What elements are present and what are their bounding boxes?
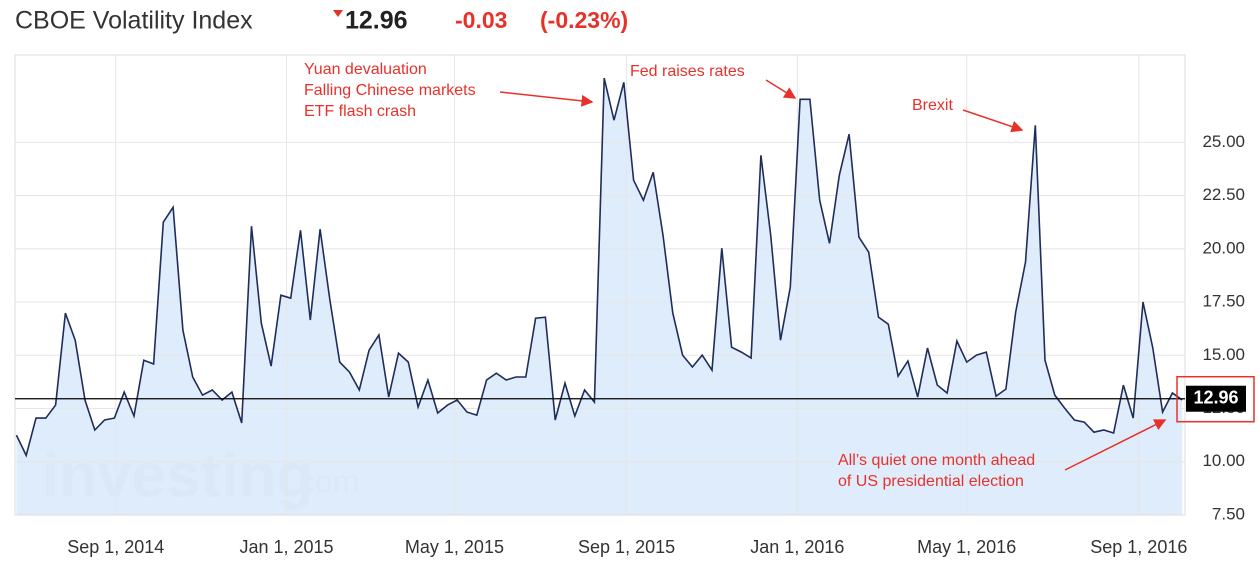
annotation-arrow <box>499 91 594 107</box>
value-tag-label: 12.96 <box>1193 387 1238 407</box>
x-tick-label: Jan 1, 2016 <box>750 537 844 557</box>
y-tick-label: 10.00 <box>1202 451 1245 470</box>
down-arrow <box>333 10 343 17</box>
y-tick-label: 22.50 <box>1202 185 1245 204</box>
annotation: All’s quiet one month ahead <box>838 452 1035 469</box>
annotation: Yuan devaluation <box>304 61 427 78</box>
price: 12.96 <box>345 7 408 35</box>
y-tick-label: 20.00 <box>1202 238 1245 257</box>
plot-border <box>14 54 1186 516</box>
x-tick-label: Sep 1, 2016 <box>1090 537 1187 557</box>
annotation-arrow <box>962 109 1024 133</box>
highlight-box <box>1176 375 1255 423</box>
line <box>15 78 1183 458</box>
annotation: Brexit <box>912 97 953 114</box>
y-tick-label: 15.00 <box>1202 345 1245 364</box>
annotation: of US presidential election <box>838 473 1024 490</box>
area-fill <box>16 78 1183 515</box>
annotation: Falling Chinese markets <box>304 82 476 99</box>
x-tick-label: May 1, 2016 <box>917 537 1016 557</box>
x-tick-label: Sep 1, 2015 <box>578 537 675 557</box>
y-tick-label: 17.50 <box>1202 292 1245 311</box>
change-pct: (-0.23%) <box>540 7 628 33</box>
annotation: ETF flash crash <box>304 103 416 120</box>
value-tag <box>1186 385 1246 412</box>
y-tick-label: 25.00 <box>1202 132 1245 151</box>
y-tick-label: 7.50 <box>1212 504 1245 523</box>
annotation-arrow <box>765 79 797 99</box>
annotation: Fed raises rates <box>630 63 745 80</box>
x-tick-label: Jan 1, 2015 <box>239 537 333 557</box>
x-tick-label: Sep 1, 2014 <box>67 537 164 557</box>
title: CBOE Volatility Index <box>15 7 253 35</box>
annotation-arrow <box>1064 419 1167 471</box>
x-tick-label: May 1, 2015 <box>405 537 504 557</box>
change: -0.03 <box>455 7 507 33</box>
